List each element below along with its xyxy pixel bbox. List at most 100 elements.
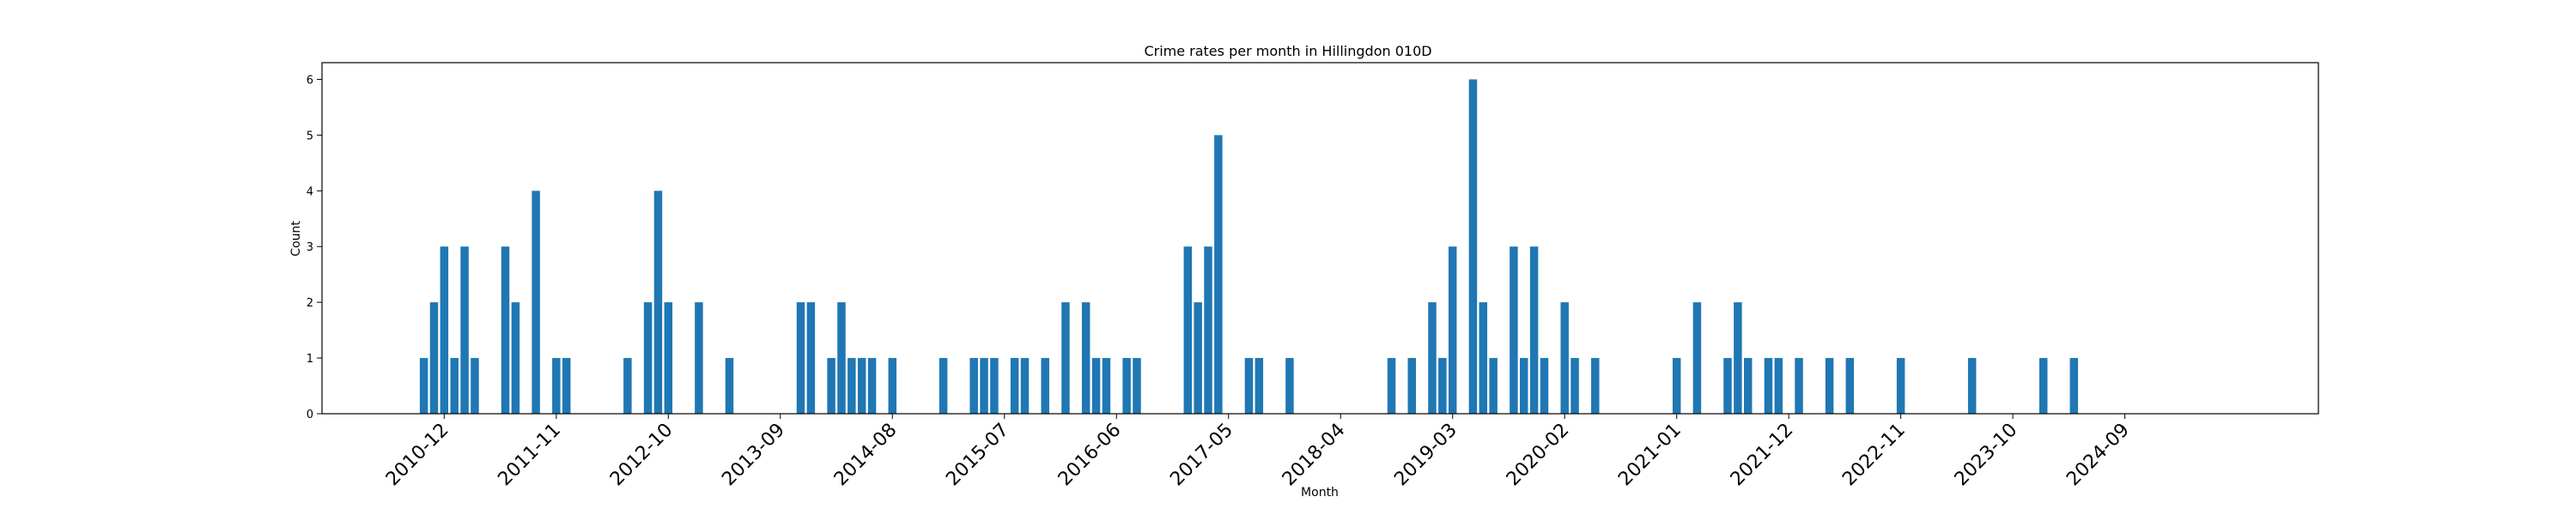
- bar-2017-02: [1194, 302, 1202, 414]
- y-tick-label: 4: [307, 185, 313, 198]
- bar-2011-12: [562, 358, 571, 414]
- bar-2018-11: [1407, 358, 1417, 414]
- bar-2011-02: [460, 246, 469, 414]
- x-tick-label: 2019-03: [1390, 420, 1461, 491]
- x-tick-label: 2012-10: [606, 420, 677, 491]
- x-tick-label: 2010-12: [382, 420, 453, 491]
- bar-2019-10: [1520, 358, 1528, 414]
- x-tick-label: 2016-06: [1054, 420, 1126, 491]
- bar-2010-12: [440, 246, 449, 414]
- bar-2011-03: [471, 358, 479, 414]
- bar-2021-11: [1774, 358, 1783, 414]
- bar-2012-09: [653, 191, 663, 414]
- y-tick-label: 2: [307, 297, 313, 310]
- bar-2022-11: [1896, 358, 1905, 414]
- y-axis: 0 1 2 3 4 5 6: [307, 74, 322, 421]
- bar-2024-04: [2069, 358, 2079, 414]
- bar-2022-04: [1825, 358, 1834, 414]
- bar-2016-05: [1102, 358, 1111, 414]
- bar-2022-06: [1845, 358, 1855, 414]
- bar-2016-04: [1091, 358, 1101, 414]
- bar-2014-08: [888, 358, 897, 414]
- bar-2015-01: [939, 358, 948, 414]
- x-tick-label: 2020-02: [1503, 420, 1574, 491]
- bar-2011-06: [501, 246, 510, 414]
- bar-2017-11: [1285, 358, 1294, 414]
- bar-2024-01: [2038, 358, 2048, 414]
- x-axis-label: Month: [1301, 486, 1339, 500]
- chart-title: Crime rates per month in Hillingdon 010D: [1144, 43, 1431, 59]
- y-axis-label: Count: [289, 221, 303, 257]
- bar-2019-07: [1489, 358, 1498, 414]
- bar-2012-08: [643, 302, 653, 414]
- bar-2017-01: [1183, 246, 1193, 414]
- bar-2016-01: [1061, 302, 1070, 414]
- bar-2011-09: [532, 191, 540, 414]
- bar-2015-04: [969, 358, 978, 414]
- y-tick-label: 3: [307, 241, 313, 254]
- bar-2013-01: [695, 302, 703, 414]
- bar-2019-06: [1479, 302, 1488, 414]
- x-tick-label: 2022-11: [1838, 420, 1910, 491]
- bar-2014-02: [827, 358, 835, 414]
- bar-2010-11: [429, 302, 439, 414]
- bar-2019-02: [1438, 358, 1447, 414]
- bar-2016-08: [1133, 358, 1141, 414]
- y-tick-label: 5: [307, 130, 313, 142]
- bar-2019-09: [1510, 246, 1518, 414]
- bar-2015-06: [990, 358, 999, 414]
- bar-2021-03: [1692, 302, 1702, 414]
- x-tick-label: 2018-04: [1279, 420, 1350, 491]
- bar-2011-07: [511, 302, 520, 414]
- y-tick-label: 0: [307, 409, 313, 421]
- bar-2015-11: [1041, 358, 1049, 414]
- bar-2021-01: [1672, 358, 1681, 414]
- bar-2012-06: [623, 358, 632, 414]
- x-tick-label: 2014-08: [830, 420, 902, 491]
- bar-2022-01: [1795, 358, 1803, 414]
- bar-2016-03: [1081, 302, 1091, 414]
- bar-2014-06: [867, 358, 877, 414]
- bar-2019-05: [1468, 79, 1478, 414]
- bar-2014-04: [848, 358, 856, 414]
- bar-2018-09: [1387, 358, 1396, 414]
- bar-2020-02: [1560, 302, 1569, 414]
- bar-2017-08: [1255, 358, 1264, 414]
- bar-2019-01: [1428, 302, 1437, 414]
- x-tick-label: 2024-09: [2063, 420, 2134, 491]
- y-tick-label: 1: [307, 353, 313, 366]
- x-tick-label: 2015-07: [942, 420, 1013, 491]
- x-axis: 2010-12 2011-11 2012-10 2013-09 2014-08 2015-…: [382, 414, 2134, 490]
- bar-2021-07: [1734, 302, 1742, 414]
- x-tick-label: 2017-05: [1166, 420, 1237, 491]
- bar-2021-10: [1764, 358, 1773, 414]
- bar-2020-05: [1591, 358, 1600, 414]
- x-tick-label: 2021-12: [1727, 420, 1798, 491]
- bar-2015-08: [1010, 358, 1019, 414]
- bar-2014-05: [857, 358, 866, 414]
- bar-2015-05: [980, 358, 988, 414]
- bars: [419, 79, 2079, 414]
- bar-2023-06: [1967, 358, 1977, 414]
- plot-frame: [321, 62, 2319, 415]
- bar-2014-03: [837, 302, 846, 414]
- bar-2015-09: [1020, 358, 1030, 414]
- bar-2017-07: [1244, 358, 1254, 414]
- bar-2019-12: [1540, 358, 1549, 414]
- bar-2011-11: [552, 358, 561, 414]
- bar-2011-01: [450, 358, 459, 414]
- x-tick-label: 2013-09: [718, 420, 789, 491]
- x-tick-label: 2023-10: [1951, 420, 2022, 491]
- y-tick-label: 6: [307, 74, 313, 87]
- bar-2016-07: [1122, 358, 1131, 414]
- bar-2020-03: [1571, 358, 1579, 414]
- bar-2021-06: [1723, 358, 1732, 414]
- bar-2019-11: [1529, 246, 1539, 414]
- bar-2013-04: [725, 358, 734, 414]
- bar-2021-08: [1743, 358, 1753, 414]
- bar-2013-11: [796, 302, 805, 414]
- bar-2013-12: [806, 302, 816, 414]
- x-tick-label: 2011-11: [494, 420, 565, 491]
- bar-2019-03: [1448, 246, 1457, 414]
